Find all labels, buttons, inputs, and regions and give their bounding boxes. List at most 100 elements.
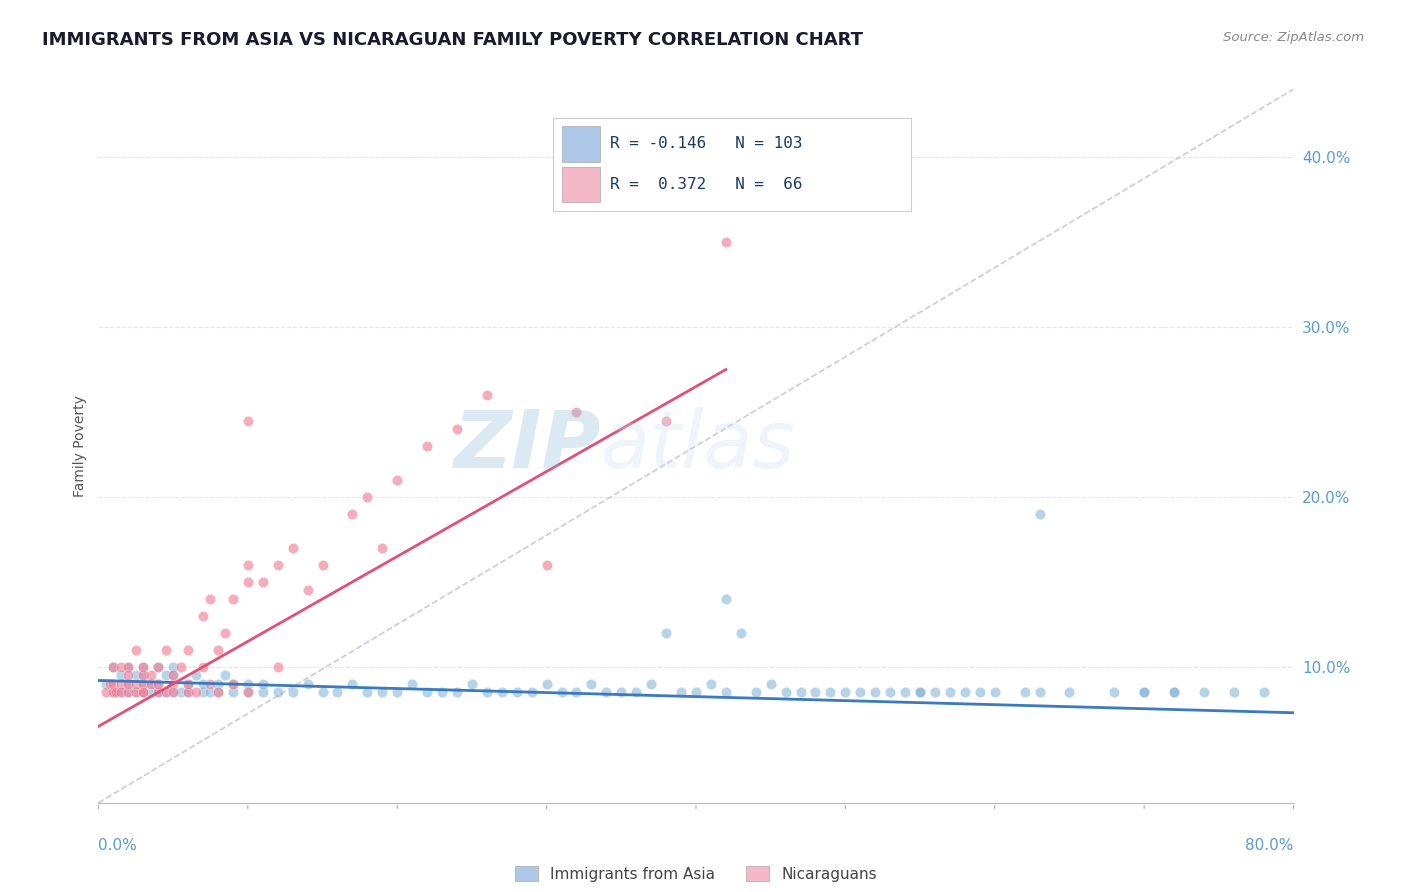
Point [148,677,170,691]
Point [155,685,177,699]
Point [94,685,117,699]
Point [222,591,245,606]
Point [610,685,633,699]
Point [103,660,125,674]
Point [356,685,378,699]
Point [520,685,543,699]
Point [849,685,872,699]
Point [177,677,200,691]
Point [117,677,139,691]
Point [714,591,737,606]
Point [894,685,917,699]
Point [148,660,170,674]
Point [550,685,572,699]
Point [236,574,259,589]
Point [745,685,768,699]
Point [655,413,678,427]
Point [148,677,170,691]
Text: R = -0.146   N = 103: R = -0.146 N = 103 [610,136,803,152]
Point [1253,685,1275,699]
Point [169,660,191,674]
Point [252,574,274,589]
Point [191,660,214,674]
Point [1028,507,1050,521]
Point [236,685,259,699]
Point [155,643,177,657]
Point [1014,685,1036,699]
Point [191,677,214,691]
Text: Source: ZipAtlas.com: Source: ZipAtlas.com [1223,31,1364,45]
Point [125,677,148,691]
Point [207,685,229,699]
Point [103,660,125,674]
Point [222,685,245,699]
Point [125,668,148,682]
Text: ZIP: ZIP [453,407,600,485]
Legend: Immigrants from Asia, Nicaraguans: Immigrants from Asia, Nicaraguans [509,860,883,888]
Point [267,660,290,674]
Point [155,668,177,682]
Point [117,677,139,691]
Point [162,685,184,699]
Point [342,507,364,521]
Point [139,668,162,682]
Point [222,677,245,691]
Point [177,677,200,691]
Point [191,685,214,699]
Point [252,677,274,691]
Point [162,677,184,691]
Point [1133,685,1156,699]
Point [110,685,132,699]
Point [401,677,423,691]
Point [105,685,128,699]
Point [222,677,245,691]
Text: IMMIGRANTS FROM ASIA VS NICARAGUAN FAMILY POVERTY CORRELATION CHART: IMMIGRANTS FROM ASIA VS NICARAGUAN FAMIL… [42,31,863,49]
Point [200,591,222,606]
Point [117,660,139,674]
Point [281,541,304,555]
Point [640,677,662,691]
Point [169,685,191,699]
Point [820,685,842,699]
Point [669,685,692,699]
Point [311,558,333,572]
Point [416,685,439,699]
Point [281,685,304,699]
Point [430,685,453,699]
Text: 0.0%: 0.0% [98,838,138,854]
Point [191,608,214,623]
Point [924,685,946,699]
Point [117,685,139,699]
Point [132,685,155,699]
Point [506,685,529,699]
Point [730,626,752,640]
Point [162,668,184,682]
Point [416,439,439,453]
Point [491,685,513,699]
Point [297,677,319,691]
Point [139,677,162,691]
Point [385,473,409,487]
Point [1192,685,1215,699]
Point [446,685,468,699]
Point [371,541,394,555]
Point [908,685,931,699]
Point [1059,685,1081,699]
Point [162,685,184,699]
Point [461,677,484,691]
Point [879,685,901,699]
Point [125,685,148,699]
Point [475,685,498,699]
Point [297,583,319,598]
Point [110,660,132,674]
Point [200,685,222,699]
Point [94,677,117,691]
Point [1104,685,1126,699]
Point [148,685,170,699]
Point [342,677,364,691]
Point [1133,685,1156,699]
Point [98,677,122,691]
Point [939,685,962,699]
Point [267,685,290,699]
Point [132,660,155,674]
